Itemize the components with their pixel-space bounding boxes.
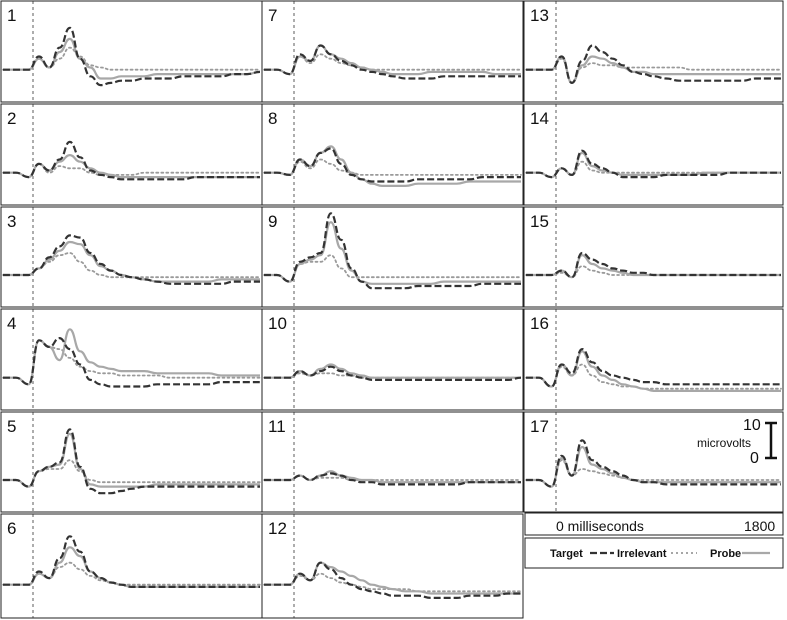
series-line-target <box>3 26 261 87</box>
panel-frame <box>0 308 263 411</box>
series-line-irrelevant <box>2 459 261 488</box>
legend-items: Target Irrelevant Probe <box>550 548 770 560</box>
panel-label: 7 <box>268 6 277 25</box>
panel-label: 3 <box>7 212 16 231</box>
panel-label: 16 <box>530 314 549 333</box>
panel-7: 7 <box>261 0 524 103</box>
series-line-target <box>2 234 260 285</box>
panel-10: 10 <box>261 308 524 411</box>
panel-13: 13 <box>523 0 784 103</box>
series-line-irrelevant <box>2 163 261 178</box>
panel-frame <box>261 513 524 619</box>
scale-bar: 10 microvolts 0 <box>697 417 777 467</box>
panel-frame <box>523 308 784 411</box>
panel-9: 9 <box>261 206 524 308</box>
panel-label: 9 <box>268 212 277 231</box>
time-axis: 0 milliseconds 1800 <box>524 512 784 536</box>
series-line-irrelevant <box>263 53 522 75</box>
series-line-target <box>3 337 260 388</box>
panel-frame <box>523 411 784 513</box>
series-line-target <box>264 561 521 600</box>
series-line-probe <box>263 221 521 285</box>
panel-label: 11 <box>268 417 286 436</box>
legend-label-probe: Probe <box>710 548 741 560</box>
time-axis-box <box>524 512 784 536</box>
legend-label-irrelevant: Irrelevant <box>617 548 667 560</box>
panel-label: 13 <box>530 6 549 25</box>
series-line-target <box>525 251 781 279</box>
panel-label: 10 <box>268 314 287 333</box>
panel-label: 4 <box>7 314 16 333</box>
series-line-target <box>264 472 521 486</box>
scale-bar-unit-label: microvolts <box>697 436 751 450</box>
scale-bar-top-label: 10 <box>743 417 761 434</box>
series-line-probe <box>526 350 781 393</box>
panel-4: 4 <box>0 308 263 411</box>
panel-label: 5 <box>7 417 16 436</box>
panel-label: 8 <box>268 109 277 128</box>
series-line-target <box>3 535 260 589</box>
panel-label: 14 <box>530 109 549 128</box>
panel-14: 14 <box>523 103 784 206</box>
panel-5: 5 <box>0 411 263 513</box>
panel-2: 2 <box>0 103 263 206</box>
panel-frame <box>523 206 784 308</box>
panel-frame <box>261 0 524 103</box>
series-line-target <box>264 44 521 80</box>
series-line-target <box>3 428 260 495</box>
panel-frame <box>0 411 263 513</box>
series-line-target <box>3 140 260 181</box>
time-axis-start-label: 0 milliseconds <box>556 518 644 534</box>
panel-label: 12 <box>268 519 287 538</box>
panel-6: 6 <box>0 513 263 619</box>
panel-15: 15 <box>523 206 784 308</box>
panel-label: 17 <box>530 417 549 436</box>
panel-frame <box>261 206 524 308</box>
panel-frame <box>0 206 263 308</box>
panel-16: 16 <box>523 308 784 411</box>
panel-11: 11 <box>261 411 524 513</box>
series-line-target <box>526 348 781 388</box>
series-line-target <box>263 212 521 290</box>
legend-box <box>524 537 784 569</box>
panel-12: 12 <box>261 513 524 619</box>
panel-17: 17 <box>523 411 784 513</box>
series-line-target <box>526 439 782 488</box>
legend: Target Irrelevant Probe <box>524 537 784 569</box>
panel-label: 2 <box>7 109 16 128</box>
panel-frame <box>523 103 784 206</box>
panel-frame <box>0 0 263 103</box>
panel-frame <box>523 0 784 103</box>
time-axis-end-label: 1800 <box>744 518 775 534</box>
panel-frame <box>261 411 524 513</box>
panel-frame <box>261 308 524 411</box>
panel-1: 1 <box>0 0 263 103</box>
scale-bar-bottom-label: 0 <box>750 450 759 467</box>
series-line-target <box>264 147 521 183</box>
series-line-probe <box>264 44 521 76</box>
panel-frame <box>0 513 263 619</box>
series-line-target <box>526 149 781 179</box>
panel-label: 1 <box>7 6 16 25</box>
series-line-target <box>264 365 522 381</box>
panel-label: 6 <box>7 519 16 538</box>
panel-3: 3 <box>0 206 263 308</box>
series-line-target <box>526 44 781 84</box>
panel-frame <box>0 103 263 206</box>
series-line-irrelevant <box>263 158 522 176</box>
panel-label: 15 <box>530 212 549 231</box>
panel-frame <box>261 103 524 206</box>
legend-label-target: Target <box>550 548 583 560</box>
series-line-irrelevant <box>263 254 522 283</box>
panel-8: 8 <box>261 103 524 206</box>
